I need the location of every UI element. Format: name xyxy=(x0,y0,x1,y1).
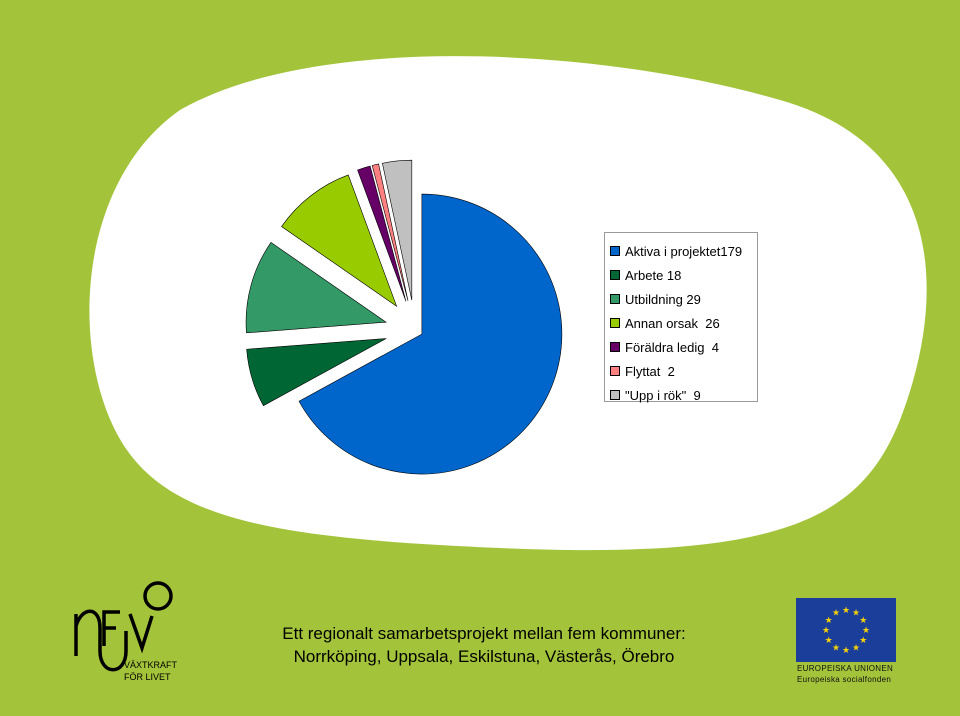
pie-slice xyxy=(246,338,387,407)
eu-star-icon: ★ xyxy=(859,616,867,626)
legend-item: Föräldra ledig 4 xyxy=(610,335,757,359)
pie-slice xyxy=(298,193,563,475)
eu-star-icon: ★ xyxy=(842,606,850,616)
pie-slice xyxy=(281,174,398,308)
eu-star-icon: ★ xyxy=(832,609,840,619)
legend-swatch xyxy=(610,246,620,256)
legend-item: Arbete 18 xyxy=(610,263,757,287)
nevo-tagline-1: VÄXTKRAFT xyxy=(124,660,178,670)
eu-star-icon: ★ xyxy=(852,609,860,619)
legend-swatch xyxy=(610,294,620,304)
eu-star-icon: ★ xyxy=(832,643,840,653)
eu-star-icon: ★ xyxy=(852,643,860,653)
nevo-tagline-2: FÖR LIVET xyxy=(124,672,171,682)
pie-slice xyxy=(357,165,407,302)
eu-flag-icon: ★★★★★★★★★ ★ ★★ xyxy=(796,598,896,662)
eu-caption-2: Europeiska socialfonden xyxy=(797,675,892,684)
legend-label: Utbildning 29 xyxy=(625,291,701,307)
legend-item: Utbildning 29 xyxy=(610,287,757,311)
eu-star-icon: ★ xyxy=(862,626,870,636)
pie-slice xyxy=(245,241,387,334)
legend-swatch xyxy=(610,318,620,328)
legend-label: Annan orsak 26 xyxy=(625,315,720,331)
eu-star-icon: ★ xyxy=(825,616,833,626)
legend-item: Annan orsak 26 xyxy=(610,311,757,335)
legend-item: "Upp i rök" 9 xyxy=(610,383,757,407)
legend-swatch xyxy=(610,342,620,352)
legend-label: Aktiva i projektet179 xyxy=(625,243,743,259)
legend-swatch xyxy=(610,390,620,400)
legend-swatch xyxy=(610,366,620,376)
legend-item: Flyttat 2 xyxy=(610,359,757,383)
legend-label: "Upp i rök" 9 xyxy=(625,387,701,403)
eu-star-icon: ★ xyxy=(825,636,833,646)
pie-slice xyxy=(371,163,409,301)
chart-legend: Aktiva i projektet179 Arbete 18 Utbildning… xyxy=(604,232,758,403)
eu-star-icon: ★ xyxy=(842,646,850,656)
footer-line-2: Norrköping, Uppsala, Eskilstuna, Västerå… xyxy=(293,647,675,666)
legend-swatch xyxy=(610,270,620,280)
legend-label: Föräldra ledig 4 xyxy=(625,339,719,355)
nevo-logo: VÄXTKRAFT FÖR LIVET xyxy=(74,581,178,682)
legend-label: Flyttat 2 xyxy=(625,363,675,379)
footer-line-1: Ett regionalt samarbetsprojekt mellan fe… xyxy=(282,624,686,643)
legend-item: Aktiva i projektet179 xyxy=(610,239,757,263)
pie-slice xyxy=(382,159,413,301)
eu-star-icon: ★ xyxy=(822,626,830,636)
legend-label: Arbete 18 xyxy=(625,267,682,283)
eu-caption-1: EUROPEISKA UNIONEN xyxy=(797,664,894,673)
eu-star-icon: ★ xyxy=(859,636,867,646)
